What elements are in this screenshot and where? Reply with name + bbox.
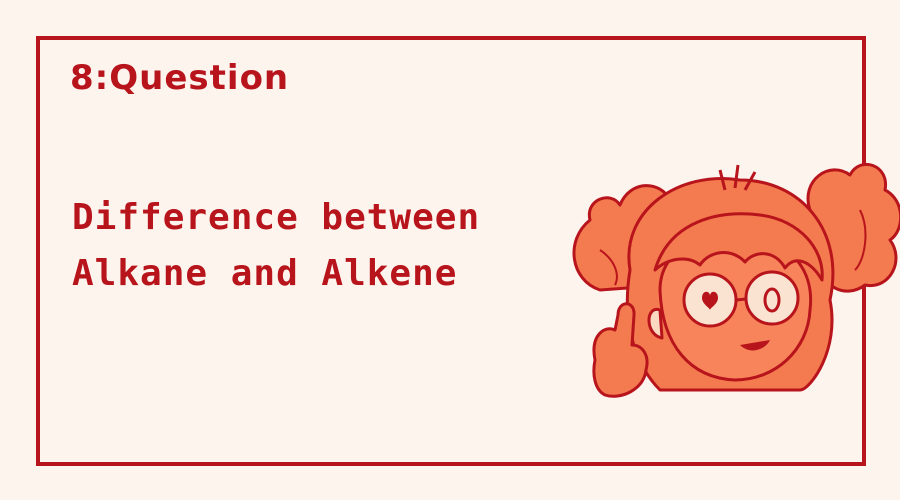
question-line-2: Alkane and Alkene [72, 253, 458, 294]
question-line-1: Difference between [72, 197, 481, 238]
cartoon-girl-pointing-icon [572, 162, 900, 398]
question-text: Difference between Alkane and Alkene [72, 190, 480, 302]
question-number-title: 8:Question [70, 58, 290, 98]
